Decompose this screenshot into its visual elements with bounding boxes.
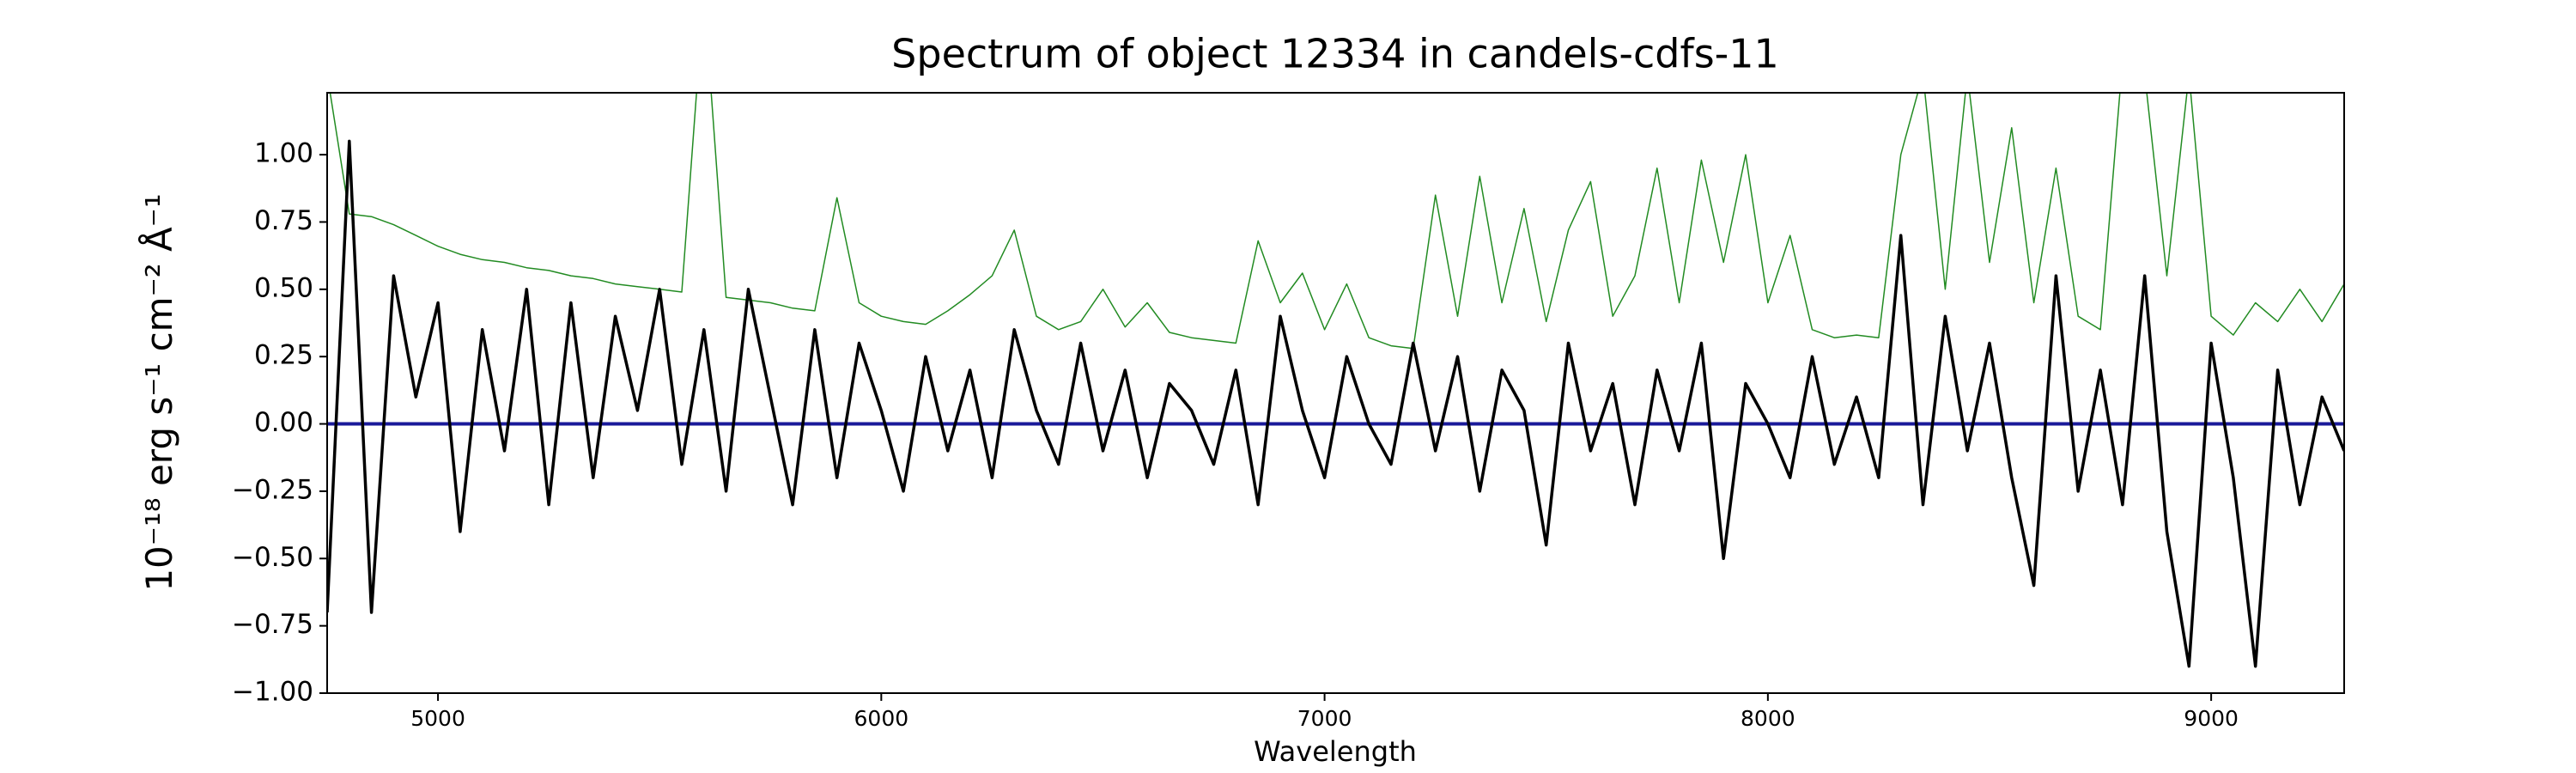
- y-tick-label: 0.75: [254, 205, 313, 236]
- x-tick-label: 5000: [410, 706, 465, 731]
- y-tick-label: 0.50: [254, 272, 313, 303]
- x-axis-label: Wavelength: [1254, 735, 1417, 768]
- y-tick-label: 1.00: [254, 138, 313, 169]
- y-axis-label: 10⁻¹⁸ erg s⁻¹ cm⁻² Å⁻¹: [137, 193, 180, 591]
- y-tick-label: −1.00: [232, 677, 313, 708]
- chart-title: Spectrum of object 12334 in candels-cdfs…: [891, 31, 1779, 77]
- y-tick-label: 0.25: [254, 340, 313, 371]
- x-tick-label: 7000: [1297, 706, 1352, 731]
- y-tick-label: 0.00: [254, 407, 313, 438]
- plot-area: [327, 93, 2344, 668]
- x-tick-label: 6000: [854, 706, 909, 731]
- x-tick-label: 9000: [2184, 706, 2239, 731]
- y-tick-label: −0.50: [232, 542, 313, 573]
- spectrum-line: [329, 93, 2344, 350]
- y-tick-label: −0.25: [232, 474, 313, 505]
- spectrum-line: [327, 139, 2344, 668]
- axes-frame: [326, 92, 2345, 694]
- x-tick-label: 8000: [1741, 706, 1795, 731]
- y-tick-label: −0.75: [232, 609, 313, 640]
